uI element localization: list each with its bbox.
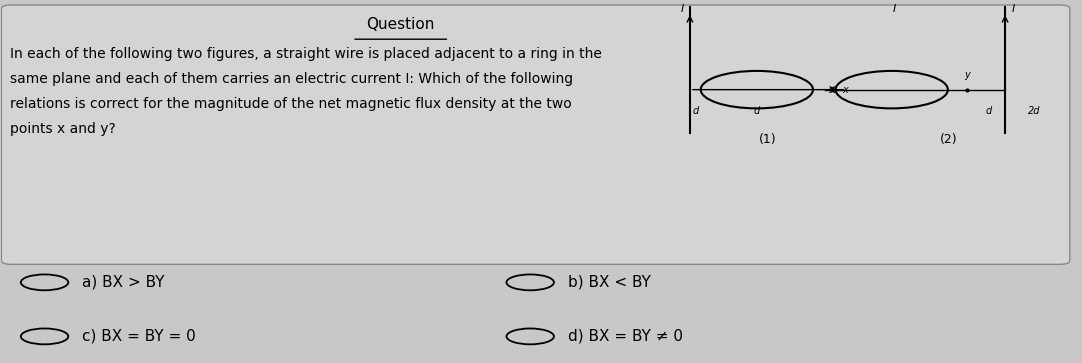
Text: b) BX < BY: b) BX < BY	[568, 275, 651, 290]
Text: I: I	[681, 4, 684, 14]
Text: c) BX = BY = 0: c) BX = BY = 0	[82, 329, 196, 344]
Text: relations is correct for the magnitude of the net magnetic flux density at the t: relations is correct for the magnitude o…	[10, 97, 571, 111]
Text: d: d	[986, 106, 992, 116]
Text: I: I	[893, 4, 896, 14]
Text: Question: Question	[367, 17, 435, 32]
Text: d: d	[692, 106, 699, 116]
Text: same plane and each of them carries an electric current I: Which of the followin: same plane and each of them carries an e…	[10, 72, 573, 86]
Text: x: x	[842, 85, 848, 95]
Text: 2d: 2d	[1028, 106, 1041, 116]
Text: a) BX > BY: a) BX > BY	[82, 275, 164, 290]
Text: I: I	[1012, 4, 1015, 14]
Text: points x and y?: points x and y?	[10, 122, 116, 136]
Text: d) BX = BY ≠ 0: d) BX = BY ≠ 0	[568, 329, 683, 344]
Text: (2): (2)	[939, 133, 958, 146]
FancyBboxPatch shape	[1, 5, 1070, 264]
Text: d: d	[754, 106, 760, 116]
Text: In each of the following two figures, a straight wire is placed adjacent to a ri: In each of the following two figures, a …	[10, 46, 602, 61]
Text: y: y	[964, 70, 971, 80]
Text: (1): (1)	[758, 133, 777, 146]
